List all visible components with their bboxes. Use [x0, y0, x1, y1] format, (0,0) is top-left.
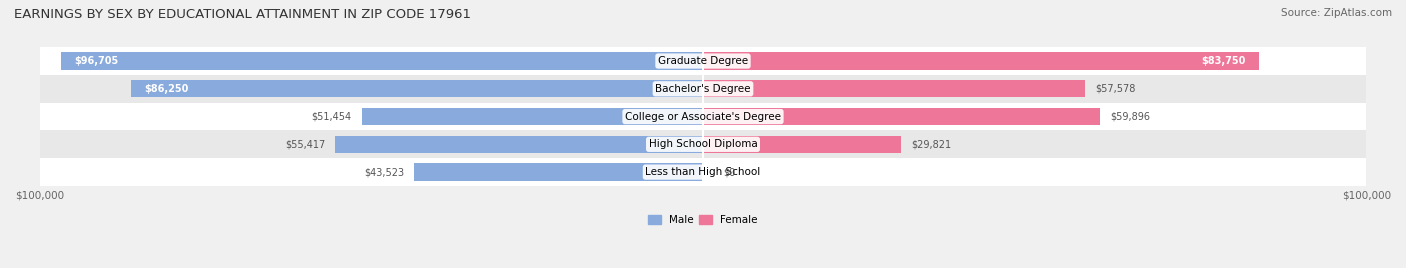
Bar	[703, 108, 1101, 125]
Bar	[39, 131, 1367, 158]
Text: Bachelor's Degree: Bachelor's Degree	[655, 84, 751, 94]
Bar	[703, 53, 1258, 70]
Bar	[703, 80, 1085, 97]
Text: $96,705: $96,705	[75, 56, 120, 66]
Text: Graduate Degree: Graduate Degree	[658, 56, 748, 66]
Bar	[39, 158, 1367, 186]
Bar	[336, 136, 703, 153]
Text: $29,821: $29,821	[911, 139, 950, 149]
Text: $86,250: $86,250	[143, 84, 188, 94]
Bar	[415, 163, 703, 181]
Bar	[62, 53, 703, 70]
Text: College or Associate's Degree: College or Associate's Degree	[626, 111, 780, 122]
Bar	[39, 47, 1367, 75]
Text: $51,454: $51,454	[312, 111, 352, 122]
Text: $83,750: $83,750	[1201, 56, 1246, 66]
Bar	[703, 136, 901, 153]
Text: $55,417: $55,417	[285, 139, 325, 149]
Bar	[39, 103, 1367, 131]
Bar	[361, 108, 703, 125]
Bar	[39, 75, 1367, 103]
Text: $59,896: $59,896	[1111, 111, 1150, 122]
Text: $57,578: $57,578	[1095, 84, 1135, 94]
Bar	[131, 80, 703, 97]
Text: $0: $0	[723, 167, 735, 177]
Legend: Male, Female: Male, Female	[644, 211, 762, 229]
Text: EARNINGS BY SEX BY EDUCATIONAL ATTAINMENT IN ZIP CODE 17961: EARNINGS BY SEX BY EDUCATIONAL ATTAINMEN…	[14, 8, 471, 21]
Text: $43,523: $43,523	[364, 167, 405, 177]
Text: High School Diploma: High School Diploma	[648, 139, 758, 149]
Text: Source: ZipAtlas.com: Source: ZipAtlas.com	[1281, 8, 1392, 18]
Text: Less than High School: Less than High School	[645, 167, 761, 177]
